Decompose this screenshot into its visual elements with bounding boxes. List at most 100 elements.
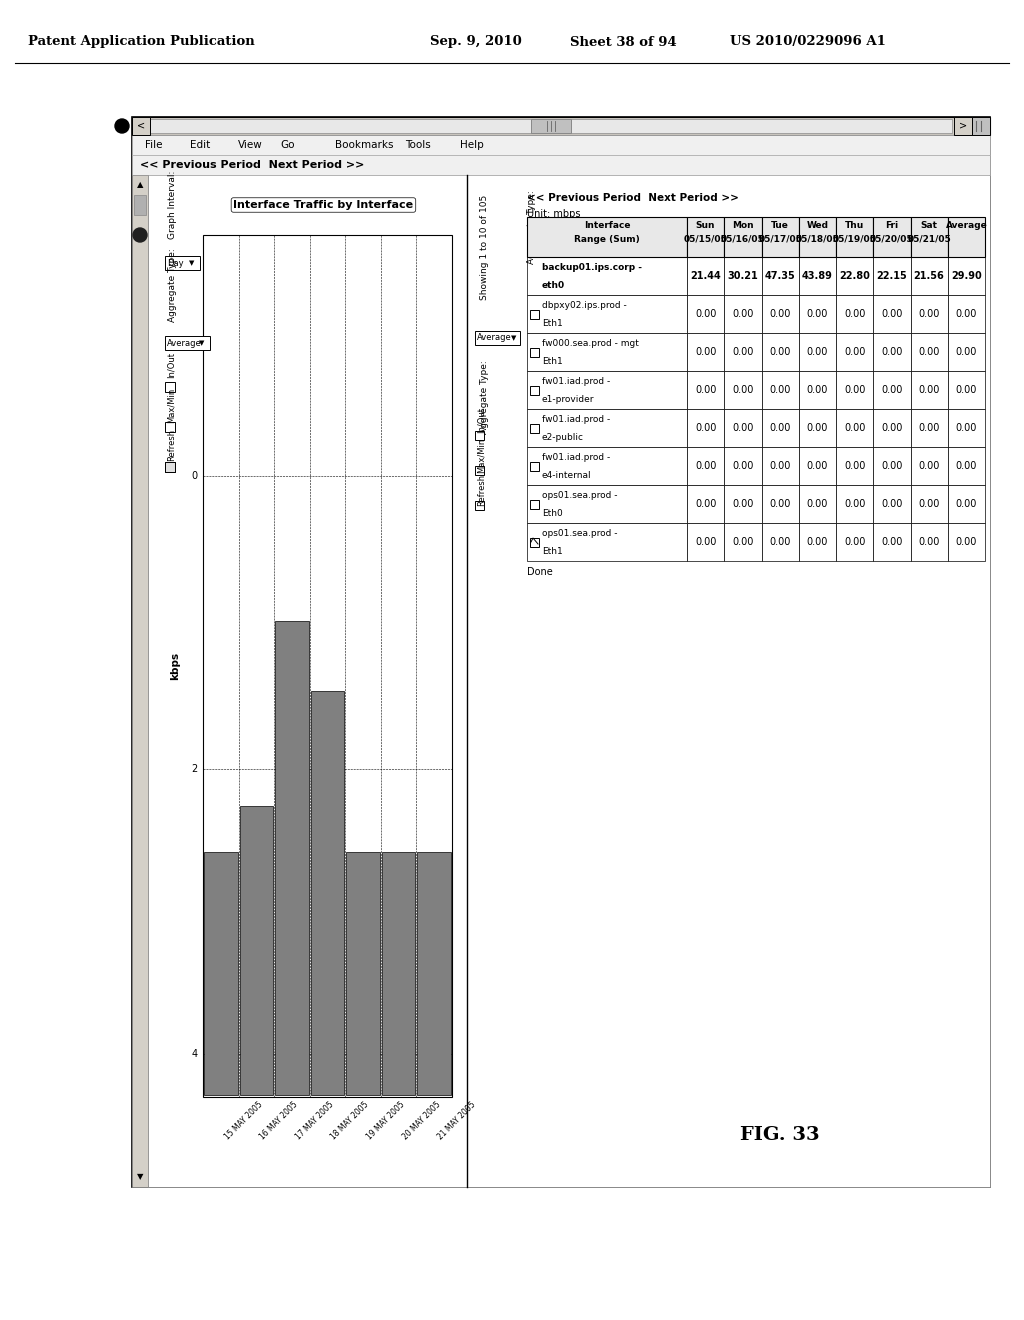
Text: Average: Average bbox=[477, 334, 512, 342]
Text: 21.56: 21.56 bbox=[913, 271, 944, 281]
Text: 21 MAY 2005: 21 MAY 2005 bbox=[436, 1100, 477, 1142]
Bar bbox=[910, 523, 948, 561]
Text: 0.00: 0.00 bbox=[732, 422, 754, 433]
Bar bbox=[531, 119, 571, 133]
Text: 05/18/05: 05/18/05 bbox=[796, 235, 840, 243]
Bar bbox=[150, 119, 952, 133]
Text: 0.00: 0.00 bbox=[882, 461, 902, 471]
Text: 47.35: 47.35 bbox=[765, 271, 796, 281]
Bar bbox=[910, 333, 948, 371]
Bar bbox=[762, 257, 799, 294]
Text: Eth0: Eth0 bbox=[542, 508, 563, 517]
Bar bbox=[687, 447, 724, 484]
Bar bbox=[132, 117, 990, 135]
Bar bbox=[873, 523, 910, 561]
Text: Unit: mbps: Unit: mbps bbox=[527, 209, 581, 219]
Text: 22.80: 22.80 bbox=[840, 271, 870, 281]
Text: 0.00: 0.00 bbox=[695, 347, 717, 356]
Text: 0.00: 0.00 bbox=[695, 309, 717, 319]
Text: Sun: Sun bbox=[696, 220, 716, 230]
Bar bbox=[724, 371, 762, 409]
Text: fw01.iad.prod -: fw01.iad.prod - bbox=[542, 414, 610, 424]
Text: 0.00: 0.00 bbox=[844, 347, 865, 356]
Text: 0.00: 0.00 bbox=[769, 347, 791, 356]
Bar bbox=[954, 117, 972, 135]
Bar bbox=[836, 257, 873, 294]
Text: 20 MAY 2005: 20 MAY 2005 bbox=[400, 1100, 442, 1142]
Text: Tue: Tue bbox=[771, 220, 790, 230]
Text: << Previous Period  Next Period >>: << Previous Period Next Period >> bbox=[527, 193, 739, 203]
Text: 0.00: 0.00 bbox=[807, 385, 828, 395]
Bar bbox=[910, 257, 948, 294]
Text: Aggregate Type:: Aggregate Type: bbox=[480, 360, 489, 434]
Bar bbox=[873, 371, 910, 409]
Bar bbox=[310, 690, 344, 1096]
Text: 0.00: 0.00 bbox=[882, 422, 902, 433]
Bar bbox=[530, 424, 539, 433]
Bar bbox=[132, 176, 148, 1187]
Text: kbps: kbps bbox=[170, 652, 180, 680]
Bar bbox=[762, 484, 799, 523]
Text: 2: 2 bbox=[191, 764, 198, 775]
Text: Fri: Fri bbox=[886, 220, 898, 230]
Text: 0.00: 0.00 bbox=[732, 461, 754, 471]
Text: 0.00: 0.00 bbox=[844, 422, 865, 433]
Text: 30.21: 30.21 bbox=[727, 271, 758, 281]
Bar bbox=[836, 484, 873, 523]
Bar bbox=[530, 500, 539, 510]
Text: >: > bbox=[958, 121, 967, 131]
Bar bbox=[799, 257, 836, 294]
Bar bbox=[948, 447, 985, 484]
Text: Day: Day bbox=[167, 259, 183, 268]
Text: 0.00: 0.00 bbox=[807, 499, 828, 510]
Text: 0.00: 0.00 bbox=[807, 347, 828, 356]
Bar bbox=[948, 333, 985, 371]
Text: 0.00: 0.00 bbox=[769, 537, 791, 546]
Text: 0.00: 0.00 bbox=[919, 499, 940, 510]
Text: Refresh: Refresh bbox=[477, 474, 486, 506]
Text: backup01.ips.corp -: backup01.ips.corp - bbox=[542, 263, 642, 272]
Text: Tools: Tools bbox=[406, 140, 431, 150]
Text: Graph Interval:: Graph Interval: bbox=[168, 170, 177, 239]
Bar bbox=[527, 371, 687, 409]
Text: 0.00: 0.00 bbox=[732, 537, 754, 546]
Bar bbox=[873, 409, 910, 447]
Bar bbox=[530, 539, 539, 546]
Bar bbox=[799, 523, 836, 561]
Bar bbox=[948, 409, 985, 447]
Bar bbox=[762, 409, 799, 447]
Circle shape bbox=[115, 119, 129, 133]
Text: 0.00: 0.00 bbox=[919, 385, 940, 395]
Text: 0.00: 0.00 bbox=[807, 309, 828, 319]
Text: 0.00: 0.00 bbox=[807, 422, 828, 433]
Text: In/Out: In/Out bbox=[167, 352, 176, 378]
Text: 05/16/05: 05/16/05 bbox=[721, 235, 765, 243]
Text: Done: Done bbox=[527, 568, 553, 577]
Text: 0.00: 0.00 bbox=[695, 461, 717, 471]
Text: Bookmarks: Bookmarks bbox=[335, 140, 393, 150]
Text: 0.00: 0.00 bbox=[882, 347, 902, 356]
Bar bbox=[910, 371, 948, 409]
Text: Interface Traffic by Interface: Interface Traffic by Interface bbox=[233, 201, 414, 210]
Bar bbox=[724, 216, 762, 257]
Text: File: File bbox=[145, 140, 163, 150]
Bar bbox=[467, 176, 990, 1187]
Bar bbox=[527, 409, 687, 447]
Text: 0.00: 0.00 bbox=[919, 422, 940, 433]
Text: 0.00: 0.00 bbox=[769, 309, 791, 319]
Text: 16 MAY 2005: 16 MAY 2005 bbox=[258, 1100, 300, 1142]
Text: 0.00: 0.00 bbox=[882, 537, 902, 546]
Text: fw000.sea.prod - mgt: fw000.sea.prod - mgt bbox=[542, 338, 639, 347]
Text: 4: 4 bbox=[191, 1049, 198, 1059]
Text: eth0: eth0 bbox=[542, 281, 565, 289]
Text: 05/19/05: 05/19/05 bbox=[833, 235, 877, 243]
Bar bbox=[527, 294, 687, 333]
Bar bbox=[203, 235, 452, 1097]
Text: 0.00: 0.00 bbox=[732, 347, 754, 356]
Bar bbox=[165, 256, 200, 271]
Text: 18 MAY 2005: 18 MAY 2005 bbox=[330, 1100, 371, 1142]
Text: 05/20/05: 05/20/05 bbox=[870, 235, 913, 243]
Bar bbox=[165, 381, 175, 392]
Text: 19 MAY 2005: 19 MAY 2005 bbox=[366, 1100, 407, 1142]
Bar bbox=[873, 216, 910, 257]
